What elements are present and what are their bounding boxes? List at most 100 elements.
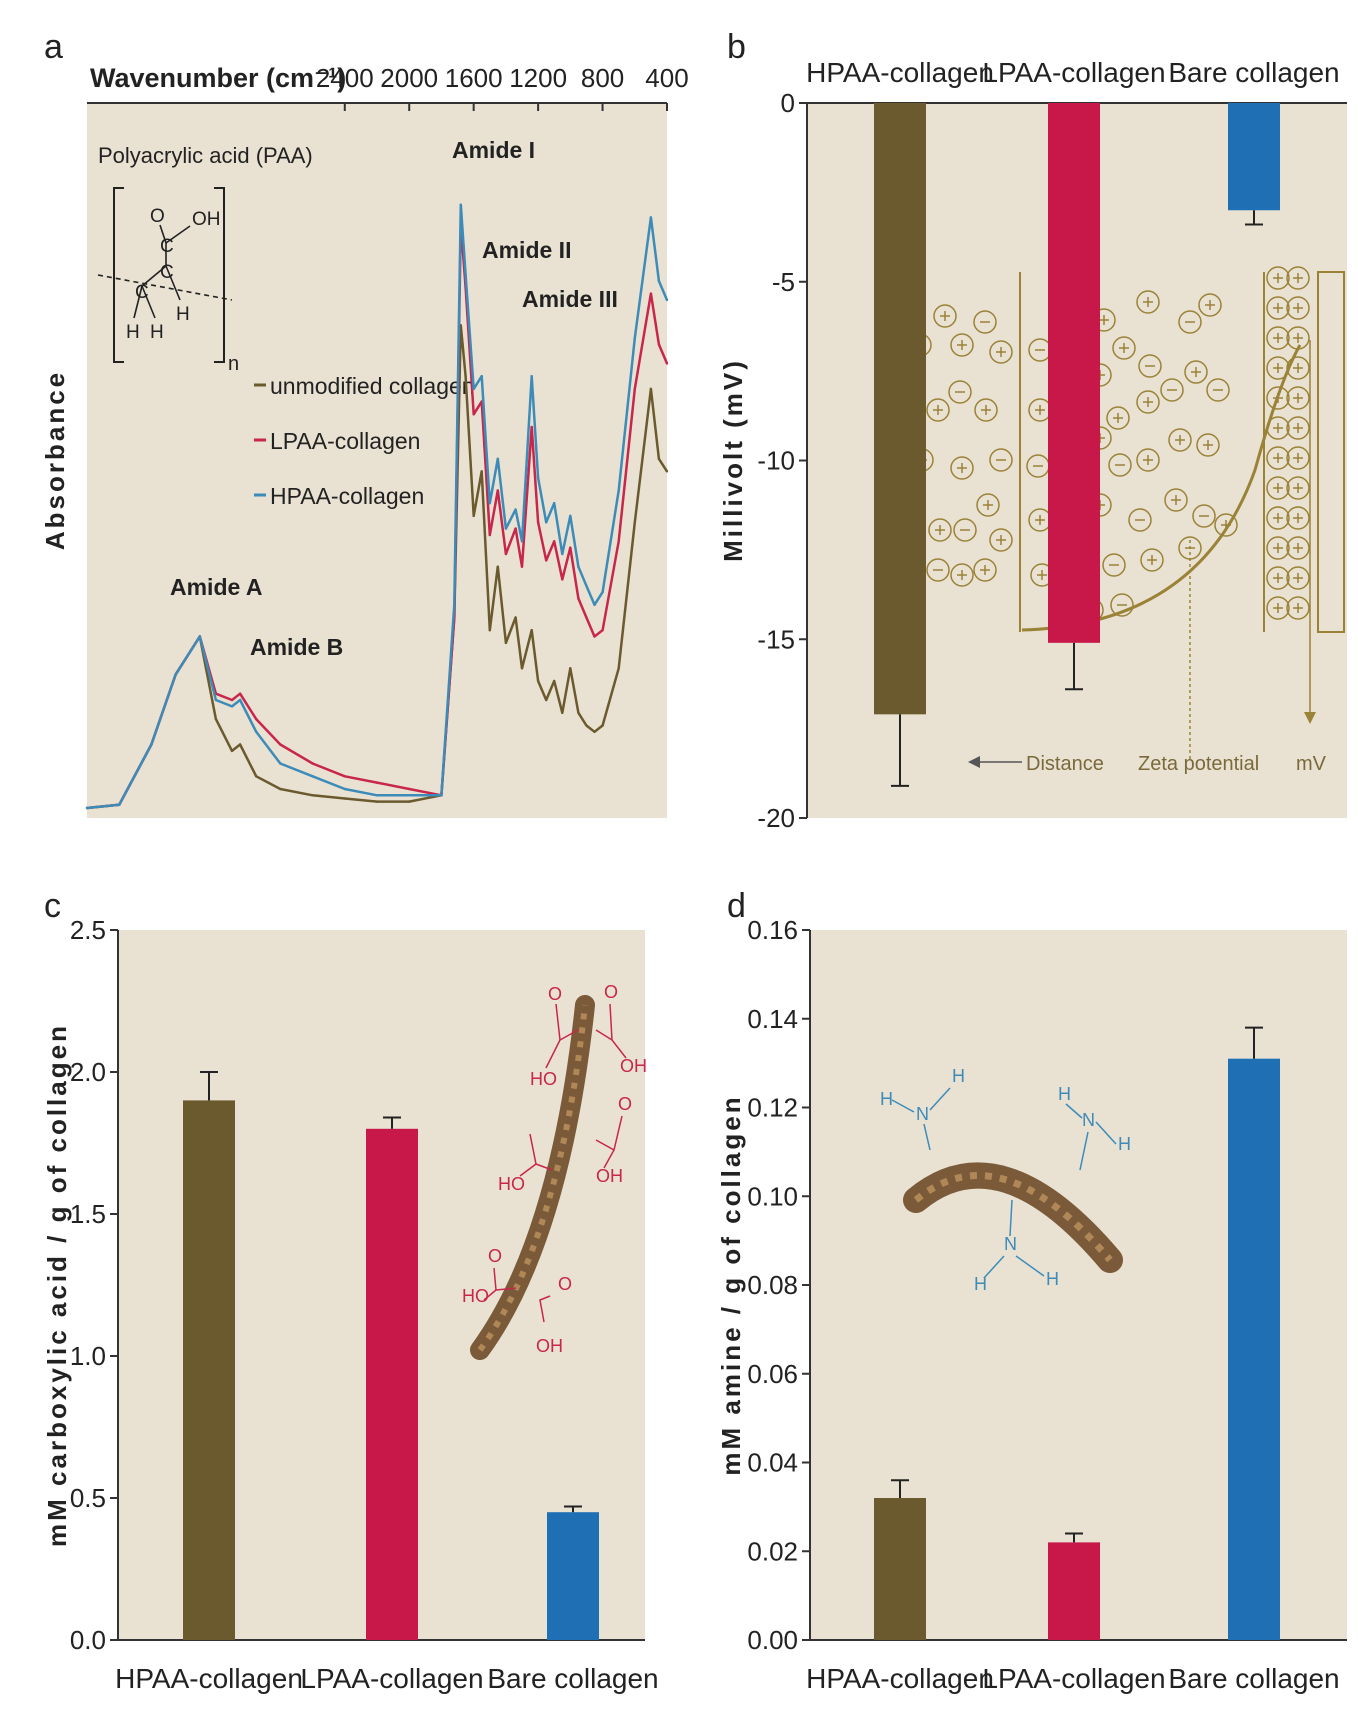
series-point-lpaa-collagen xyxy=(561,578,564,581)
cation-icon xyxy=(1266,416,1290,440)
series-point-lpaa-collagen xyxy=(230,698,234,702)
series-point-lpaa-collagen xyxy=(520,565,524,568)
anion-icon xyxy=(973,310,997,334)
panel-c-bars xyxy=(183,1071,599,1640)
anion-icon xyxy=(926,558,950,582)
panel-b-y-tick-label: 0 xyxy=(781,88,795,118)
svg-text:O: O xyxy=(548,984,562,1004)
panel-b-y-tick-label: -20 xyxy=(757,803,795,833)
cation-icon xyxy=(1286,476,1310,500)
series-point-hpaa-collagen xyxy=(665,298,669,302)
cation-icon xyxy=(1286,386,1310,410)
panel-b-y-tick-label: -5 xyxy=(772,267,795,297)
series-point-unmodified-collagen xyxy=(214,717,218,721)
series-point-unmodified-collagen xyxy=(255,775,258,778)
cation-icon xyxy=(1198,293,1222,317)
svg-text:O: O xyxy=(150,206,165,227)
panel-a-xlabel: Wavenumber (cm⁻¹) xyxy=(90,63,346,93)
panel-a-annotations: Amide A Amide B Amide I Amide II Amide I… xyxy=(170,137,618,660)
series-point-lpaa-collagen xyxy=(569,546,572,549)
panel-a-spectrum-chart: a Wavenumber (cm⁻¹) 2400 2000 1600 1200 800 4… xyxy=(40,28,689,818)
panel-a-x-tick-label: 400 xyxy=(645,63,688,93)
panel-c-y-tick-label: 2.0 xyxy=(70,1057,106,1087)
legend-label-unmodified: unmodified collagen xyxy=(270,373,475,399)
cation-icon xyxy=(1168,428,1192,452)
cation-icon xyxy=(974,398,998,422)
series-point-unmodified-collagen xyxy=(230,749,234,753)
panel-a-plot-area xyxy=(87,103,667,818)
panel-d-y-tick-label: 0.10 xyxy=(747,1181,798,1211)
series-point-lpaa-collagen xyxy=(585,616,588,619)
anion-icon xyxy=(1110,593,1134,617)
panel-c-letter: c xyxy=(44,887,61,925)
zeta-potential-curve xyxy=(1021,344,1302,632)
panel-c-y-tick-label: 2.5 xyxy=(70,915,106,945)
series-point-unmodified-collagen xyxy=(561,711,564,714)
panel-a-letter: a xyxy=(44,28,63,66)
series-point-hpaa-collagen xyxy=(255,730,258,733)
bar-hpaa-collagen xyxy=(874,103,926,715)
series-point-unmodified-collagen xyxy=(577,711,580,714)
series-point-hpaa-collagen xyxy=(530,375,533,378)
panel-b-bars xyxy=(874,103,1280,787)
series-point-unmodified-collagen xyxy=(488,629,491,632)
anion-icon xyxy=(953,518,977,542)
svg-text:H: H xyxy=(974,1274,987,1294)
panel-c-category-label: HPAA-collagen xyxy=(115,1663,303,1694)
panel-d-letter: d xyxy=(727,887,746,925)
panel-a-ylabel: Absorbance xyxy=(40,370,70,550)
cation-icon xyxy=(1266,536,1290,560)
carboxyl-bonds-icon xyxy=(483,1003,627,1323)
series-line-hpaa-collagen xyxy=(86,203,669,810)
series-point-hpaa-collagen xyxy=(375,794,379,797)
cation-icon xyxy=(1266,296,1290,320)
series-point-unmodified-collagen xyxy=(514,616,517,619)
cation-icon xyxy=(1196,433,1220,457)
cation-icon xyxy=(1266,446,1290,470)
svg-text:H: H xyxy=(1046,1269,1059,1289)
series-point-lpaa-collagen xyxy=(255,717,258,721)
zeta-surface-box xyxy=(1317,271,1345,633)
series-point-lpaa-collagen xyxy=(408,787,411,791)
series-point-hpaa-collagen xyxy=(311,775,314,778)
paa-structure-inset: Polyacrylic acid (PAA) n O OH C C C H xyxy=(97,143,313,375)
svg-text:O: O xyxy=(558,1274,572,1294)
cation-icon xyxy=(926,398,950,422)
series-point-hpaa-collagen xyxy=(617,489,620,492)
panel-a-x-tick-label: 800 xyxy=(581,63,624,93)
panel-d-y-tick-label: 0.02 xyxy=(747,1536,798,1566)
annotation-amide-i: Amide I xyxy=(452,137,535,163)
series-point-lpaa-collagen xyxy=(343,775,346,778)
series-point-lpaa-collagen xyxy=(553,540,556,543)
cation-icon xyxy=(1286,536,1310,560)
series-point-unmodified-collagen xyxy=(504,641,508,645)
svg-text:OH: OH xyxy=(192,209,221,230)
panel-c-carboxyl-chart: c mM carboxylic acid / g of collagen 0.0… xyxy=(42,887,659,1694)
series-point-hpaa-collagen xyxy=(464,273,467,276)
panel-d-y-tick-label: 0.12 xyxy=(747,1093,798,1123)
svg-text:H: H xyxy=(150,322,164,343)
series-point-unmodified-collagen xyxy=(536,679,540,683)
panel-b-category-label: LPAA-collagen xyxy=(982,57,1165,88)
panel-a-legend: unmodified collagen LPAA-collagen HPAA-c… xyxy=(254,373,475,509)
panel-d-y-ticks: 0.00 0.02 0.04 0.06 0.08 0.10 0.12 0.14 0.16 xyxy=(747,915,810,1655)
cation-icon xyxy=(1136,448,1160,472)
cation-icon xyxy=(1266,566,1290,590)
legend-label-lpaa: LPAA-collagen xyxy=(270,428,420,454)
series-point-unmodified-collagen xyxy=(593,730,596,733)
series-point-hpaa-collagen xyxy=(174,673,177,676)
anion-icon xyxy=(1160,378,1184,402)
svg-text:N: N xyxy=(916,1104,929,1124)
series-point-unmodified-collagen xyxy=(520,667,524,670)
series-point-hpaa-collagen xyxy=(343,787,346,791)
series-point-hpaa-collagen xyxy=(480,375,483,378)
cation-icon xyxy=(1286,326,1310,350)
annotation-amide-a: Amide A xyxy=(170,574,262,600)
series-point-hpaa-collagen xyxy=(536,476,540,479)
cation-icon xyxy=(1164,488,1188,512)
amine-rope-twist-icon xyxy=(913,1172,1113,1263)
amine-collagen-illustration: HH NH NH NH H xyxy=(880,1066,1131,1294)
paa-subscript: n xyxy=(228,353,239,375)
panel-a-x-tick-label: 2000 xyxy=(380,63,438,93)
